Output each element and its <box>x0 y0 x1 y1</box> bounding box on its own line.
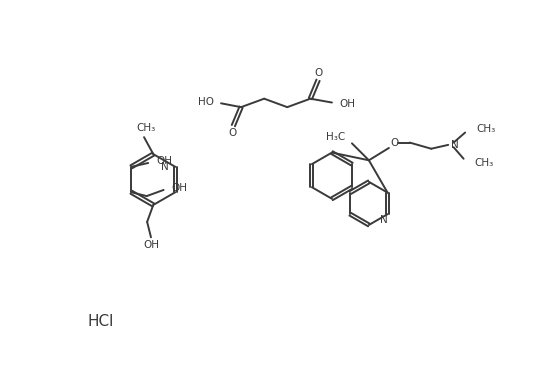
Text: OH: OH <box>171 183 188 193</box>
Text: CH₃: CH₃ <box>474 157 494 168</box>
Text: O: O <box>228 128 236 138</box>
Text: OH: OH <box>156 156 172 166</box>
Text: N: N <box>450 140 458 150</box>
Text: HCl: HCl <box>87 315 113 330</box>
Text: CH₃: CH₃ <box>476 124 495 134</box>
Text: N: N <box>380 215 388 225</box>
Text: OH: OH <box>143 240 159 250</box>
Text: CH₃: CH₃ <box>136 123 155 133</box>
Text: O: O <box>390 138 398 148</box>
Text: H₃C: H₃C <box>326 132 345 142</box>
Text: OH: OH <box>340 99 356 109</box>
Text: HO: HO <box>198 97 214 107</box>
Text: O: O <box>315 68 323 78</box>
Text: N: N <box>161 162 168 172</box>
